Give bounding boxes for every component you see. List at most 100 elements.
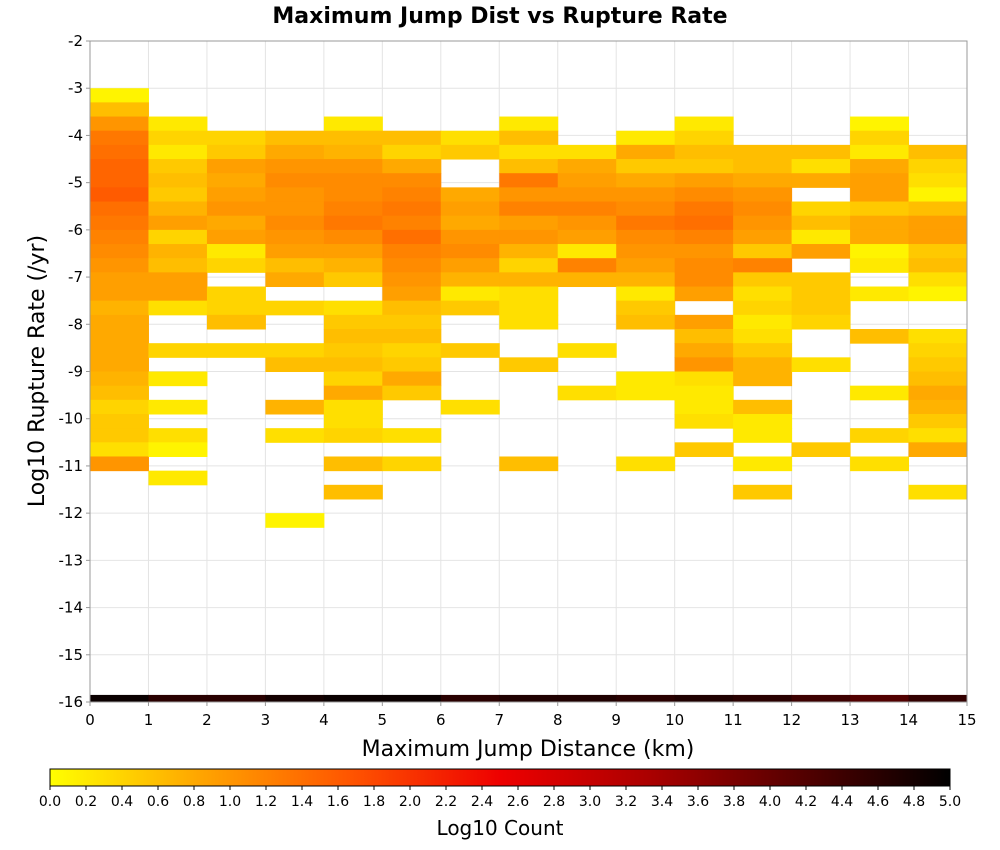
heatmap-cell xyxy=(616,300,676,316)
heatmap-cell xyxy=(557,229,617,245)
heatmap-cell xyxy=(148,399,208,415)
heatmap-cell xyxy=(499,300,559,316)
heatmap-cell xyxy=(440,215,500,231)
heatmap-cell xyxy=(557,173,617,188)
x-tick-label: 2 xyxy=(202,711,212,729)
x-tick-label: 9 xyxy=(611,711,621,729)
heatmap-cell xyxy=(908,215,968,231)
heatmap-cell xyxy=(908,258,968,273)
heatmap-cell xyxy=(908,399,968,415)
heatmap-cell xyxy=(323,371,383,387)
heatmap-cell xyxy=(674,144,734,160)
heatmap-cell xyxy=(265,300,325,316)
x-tick-label: 6 xyxy=(436,711,446,729)
heatmap-cell xyxy=(323,329,383,344)
colorbar-tick-label: 3.0 xyxy=(579,794,601,810)
heatmap-cell xyxy=(323,144,383,160)
colorbar-tick-label: 4.2 xyxy=(795,794,817,810)
heatmap-cell xyxy=(206,159,266,174)
heatmap-cell xyxy=(382,229,442,245)
heatmap-cell xyxy=(382,428,442,443)
colorbar xyxy=(49,768,951,787)
x-tick-label: 14 xyxy=(899,711,918,729)
y-tick-label: -3 xyxy=(68,79,83,97)
y-tick-label: -9 xyxy=(68,363,83,381)
heatmap-cell xyxy=(674,329,734,344)
heatmap-cell xyxy=(616,385,676,401)
heatmap-cell xyxy=(908,428,968,443)
heatmap-cell xyxy=(90,102,149,118)
heatmap-cell xyxy=(850,329,910,344)
heatmap-cell xyxy=(850,173,910,188)
heatmap-cell xyxy=(499,144,559,160)
heatmap-cell-bottom xyxy=(440,694,500,702)
heatmap-cell xyxy=(90,144,149,160)
heatmap-cell xyxy=(791,272,851,288)
heatmap-cell xyxy=(557,159,617,174)
heatmap-cell xyxy=(148,130,208,146)
heatmap-cell xyxy=(265,343,325,358)
heatmap-cell xyxy=(850,116,910,132)
heatmap-cell xyxy=(148,215,208,231)
heatmap-cell xyxy=(90,456,149,472)
heatmap-cell xyxy=(323,314,383,330)
heatmap-cell xyxy=(148,173,208,188)
heatmap-cell xyxy=(557,215,617,231)
heatmap-cell xyxy=(206,229,266,245)
heatmap-cell xyxy=(674,413,734,429)
heatmap-cell xyxy=(206,144,266,160)
heatmap-cell xyxy=(148,229,208,245)
heatmap-cell xyxy=(148,470,208,486)
heatmap-cell xyxy=(616,314,676,330)
heatmap-cell xyxy=(616,371,676,387)
heatmap-cell xyxy=(323,484,383,500)
heatmap-cell xyxy=(499,314,559,330)
heatmap-cell xyxy=(382,201,442,217)
colorbar-tick-label: 2.6 xyxy=(507,794,529,810)
heatmap-cell xyxy=(90,385,149,401)
heatmap-cell xyxy=(382,371,442,387)
x-axis-ticks: 0 1 2 3 4 5 6 7 8 9 10 11 12 13 14 15 xyxy=(85,702,977,729)
heatmap-cell xyxy=(908,484,968,500)
heatmap-cell xyxy=(674,116,734,132)
heatmap-cell xyxy=(265,513,325,528)
heatmap-cell xyxy=(323,456,383,472)
heatmap-cell xyxy=(90,201,149,217)
heatmap-cell xyxy=(674,286,734,302)
heatmap-cell xyxy=(90,371,149,387)
heatmap-cell xyxy=(382,314,442,330)
heatmap-cell xyxy=(908,357,968,372)
heatmap-cell xyxy=(382,385,442,401)
heatmap-cell xyxy=(90,300,149,316)
heatmap-cell xyxy=(382,300,442,316)
heatmap-cell xyxy=(674,357,734,372)
heatmap-cell xyxy=(382,159,442,174)
y-tick-label: -8 xyxy=(68,315,83,333)
heatmap-cell xyxy=(791,144,851,160)
heatmap-cell xyxy=(733,300,793,316)
heatmap-cell xyxy=(908,329,968,344)
heatmap-cell xyxy=(265,144,325,160)
heatmap-cell xyxy=(265,130,325,146)
heatmap-cell xyxy=(148,144,208,160)
heatmap-cell xyxy=(148,159,208,174)
heatmap-cell xyxy=(733,286,793,302)
heatmap-cell xyxy=(440,300,500,316)
heatmap-cell xyxy=(499,272,559,288)
heatmap-cell xyxy=(265,215,325,231)
heatmap-cell xyxy=(616,229,676,245)
heatmap-cell xyxy=(440,286,500,302)
heatmap-cell xyxy=(382,258,442,273)
heatmap-cell xyxy=(674,385,734,401)
heatmap-cell xyxy=(90,428,149,443)
heatmap-cell xyxy=(557,258,617,273)
heatmap-cell-bottom xyxy=(908,694,968,702)
heatmap-cell xyxy=(90,258,149,273)
heatmap-cell xyxy=(148,428,208,443)
heatmap-cell xyxy=(148,258,208,273)
heatmap-cell xyxy=(382,456,442,472)
heatmap-cell xyxy=(90,187,149,203)
heatmap-cell xyxy=(791,229,851,245)
colorbar-ticks: 0.0 0.2 0.4 0.6 0.8 1.0 1.2 1.4 1.6 1.8 2.0 2.2 2.4 2… xyxy=(39,786,961,810)
x-axis-label: Maximum Jump Distance (km) xyxy=(362,737,695,762)
